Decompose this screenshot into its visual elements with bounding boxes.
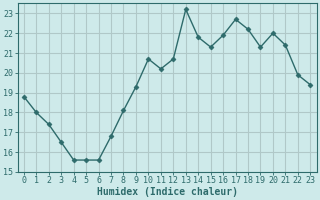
X-axis label: Humidex (Indice chaleur): Humidex (Indice chaleur) (97, 186, 237, 197)
